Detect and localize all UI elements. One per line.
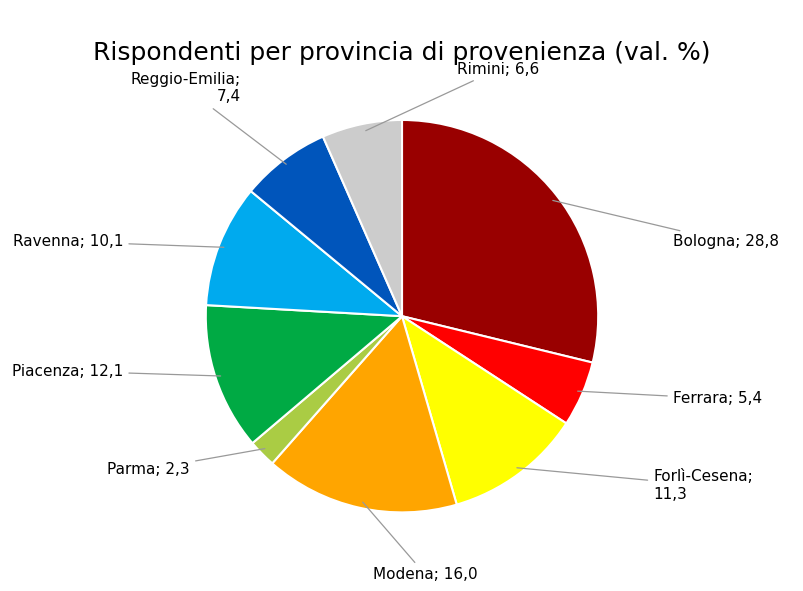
Text: Rispondenti per provincia di provenienza (val. %): Rispondenti per provincia di provenienza… xyxy=(93,41,710,66)
Wedge shape xyxy=(323,120,402,316)
Wedge shape xyxy=(402,120,597,363)
Text: Piacenza; 12,1: Piacenza; 12,1 xyxy=(12,363,220,379)
Wedge shape xyxy=(206,191,402,316)
Text: Modena; 16,0: Modena; 16,0 xyxy=(362,502,477,582)
Text: Rimini; 6,6: Rimini; 6,6 xyxy=(365,62,539,131)
Text: Ferrara; 5,4: Ferrara; 5,4 xyxy=(577,391,761,406)
Wedge shape xyxy=(402,316,565,505)
Text: Bologna; 28,8: Bologna; 28,8 xyxy=(552,200,778,249)
Text: Forlì-Cesena;
11,3: Forlì-Cesena; 11,3 xyxy=(516,468,752,502)
Wedge shape xyxy=(402,316,592,423)
Text: Parma; 2,3: Parma; 2,3 xyxy=(108,449,264,477)
Wedge shape xyxy=(206,305,402,443)
Text: Reggio-Emilia;
7,4: Reggio-Emilia; 7,4 xyxy=(131,72,286,164)
Text: Ravenna; 10,1: Ravenna; 10,1 xyxy=(13,234,223,249)
Wedge shape xyxy=(252,316,402,463)
Wedge shape xyxy=(272,316,456,512)
Wedge shape xyxy=(251,137,402,316)
